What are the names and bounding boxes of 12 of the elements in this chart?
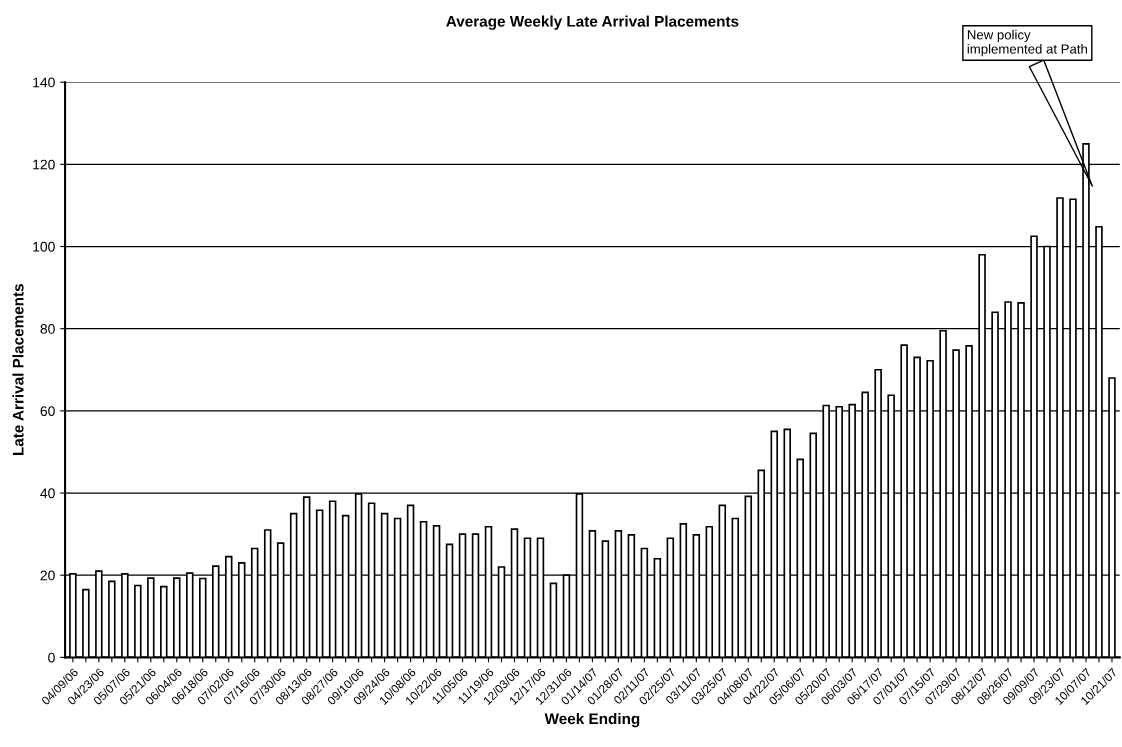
y-tick-label: 120 xyxy=(33,159,55,170)
y-tick-label: 20 xyxy=(40,570,55,581)
y-tick-label: 60 xyxy=(40,406,55,417)
y-tick-label: 100 xyxy=(33,241,55,252)
x-axis-title: Week Ending xyxy=(544,712,640,728)
chart-title: Average Weekly Late Arrival Placements xyxy=(446,15,739,30)
y-tick-label: 80 xyxy=(40,324,55,334)
y-axis-title: Late Arrival Placements xyxy=(12,284,24,456)
y-tick-label: 140 xyxy=(33,77,55,88)
y-tick-label: 0 xyxy=(48,652,55,663)
text: New policy implemented at Path xyxy=(967,29,1087,57)
y-tick-label: 40 xyxy=(40,488,55,499)
